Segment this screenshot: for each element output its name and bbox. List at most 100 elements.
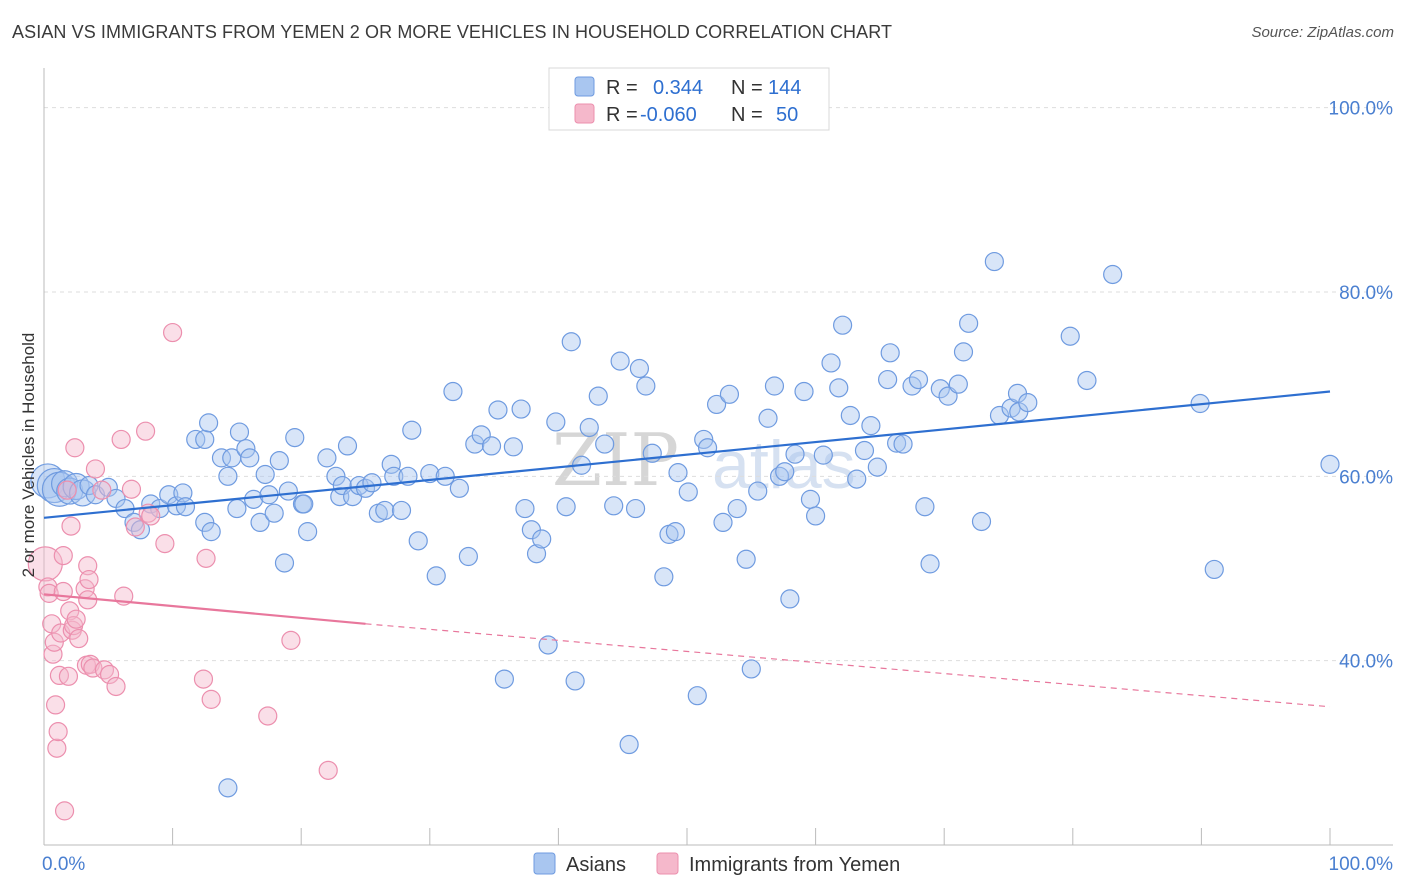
yemen-point-30 [85, 459, 106, 479]
asians-point-91 [625, 498, 646, 519]
asians-point-104 [719, 384, 740, 404]
bottom-legend-swatch-asians [533, 852, 556, 875]
grid-lines [44, 107, 1393, 662]
asians-point-122 [840, 405, 860, 426]
yemen-point-28 [80, 654, 100, 674]
yemen-point-42 [155, 534, 175, 554]
asians-point-89 [619, 734, 639, 755]
asians-point-87 [604, 496, 624, 516]
asians-point-105 [727, 498, 747, 519]
asians-point-102 [706, 394, 727, 415]
y-tick-label-100: 100.0% [1329, 99, 1394, 120]
asians-point-94 [654, 567, 674, 587]
asians-point-138 [953, 342, 974, 362]
chart-title: ASIAN VS IMMIGRANTS FROM YEMEN 2 OR MORE… [12, 22, 893, 42]
bottom-legend-swatch-yemen [656, 852, 679, 875]
asians-point-139 [959, 313, 979, 333]
asians-point-85 [588, 386, 608, 406]
trend-lines [43, 390, 1331, 708]
yemen-point-13 [54, 801, 75, 821]
asians-point-124 [854, 440, 875, 461]
asians-point-134 [920, 554, 940, 574]
asians-point-127 [880, 343, 900, 363]
legend-box [548, 67, 830, 131]
yemen-point-31 [92, 480, 112, 500]
legend-r-value-yemen: -0.060 [640, 104, 697, 126]
asians-point-112 [775, 462, 795, 482]
tick-labels: 40.0% 60.0% 80.0% 100.0% 0.0% 100.0% [42, 99, 1393, 875]
legend-n-label-yemen: N = [731, 104, 763, 126]
bottom-legend-asians: Asians [566, 854, 626, 876]
asians-point-39 [278, 481, 298, 501]
asians-point-72 [503, 437, 523, 457]
asians-point-90 [629, 358, 650, 379]
asians-point-82 [565, 671, 585, 691]
asians-point-34 [255, 464, 275, 485]
asians-point-152 [1320, 454, 1340, 474]
correlation-legend: R = 0.344 N = 144 R = -0.060 N = 50 [548, 67, 830, 131]
asians-point-19 [175, 497, 196, 517]
legend-swatch-asians [574, 76, 595, 97]
yemen-point-35 [111, 429, 131, 450]
asians-point-76 [526, 544, 547, 564]
yemen-point-38 [125, 517, 145, 537]
y-axis-label: 2 or more Vehicles in Household [19, 333, 38, 578]
asians-point-116 [800, 489, 821, 509]
asians-point-80 [556, 497, 576, 517]
asians-point-128 [878, 369, 898, 390]
asians-point-25 [211, 448, 232, 468]
asians-point-29 [229, 422, 250, 442]
y-tick-label-80: 80.0% [1339, 283, 1393, 304]
yemen-point-11 [53, 545, 73, 566]
asians-point-24 [201, 522, 221, 542]
yemen-point-8 [48, 722, 68, 742]
yemen-point-15 [58, 666, 79, 686]
asians-point-119 [821, 353, 841, 373]
asians-point-92 [636, 376, 656, 396]
asians-point-120 [829, 378, 849, 398]
asians-point-130 [893, 434, 913, 454]
asians-point-21 [195, 429, 215, 450]
source-label: Source: ZipAtlas.com [1251, 24, 1394, 41]
asians-point-153 [218, 778, 238, 798]
asians-point-28 [227, 498, 247, 519]
legend-r-value-asians: 0.344 [653, 77, 703, 99]
asians-point-70 [488, 400, 508, 420]
asians-point-108 [748, 481, 768, 501]
asians-point-77 [532, 529, 552, 549]
asians-point-23 [199, 413, 219, 433]
asians-point-40 [285, 428, 305, 448]
yemen-point-20 [65, 438, 85, 458]
asians-point-55 [381, 454, 401, 474]
asians-point-97 [668, 463, 688, 483]
yemen-point-46 [201, 689, 221, 709]
yemen-point-27 [79, 569, 99, 590]
asians-point-118 [813, 445, 833, 465]
yemen-point-45 [196, 548, 216, 568]
asians-point-38 [274, 553, 295, 573]
asians-point-135 [930, 379, 950, 399]
bottom-legend-yemen: Immigrants from Yemen [689, 854, 900, 876]
asians-point-113 [780, 589, 800, 609]
asians-point-125 [861, 416, 881, 436]
asians-points [30, 251, 1340, 798]
asians-point-66 [458, 546, 478, 567]
asians-point-79 [546, 412, 566, 432]
legend-swatch-yemen [574, 103, 595, 124]
asians-point-69 [481, 436, 502, 456]
asians-point-151 [1204, 559, 1224, 580]
yemen-point-26 [78, 556, 98, 576]
yemen-point-22 [69, 628, 89, 649]
axes [43, 68, 1393, 846]
asians-point-140 [971, 511, 992, 532]
asians-point-84 [579, 417, 599, 438]
asians-point-86 [595, 434, 615, 454]
asians-point-57 [391, 500, 412, 521]
yemen-trend-extension [365, 623, 1331, 708]
yemen-point-39 [135, 421, 156, 441]
asians-point-64 [443, 381, 463, 402]
asians-point-115 [794, 381, 814, 402]
yemen-point-7 [47, 738, 67, 758]
asians-point-110 [764, 376, 785, 396]
yemen-point-1 [38, 577, 58, 597]
